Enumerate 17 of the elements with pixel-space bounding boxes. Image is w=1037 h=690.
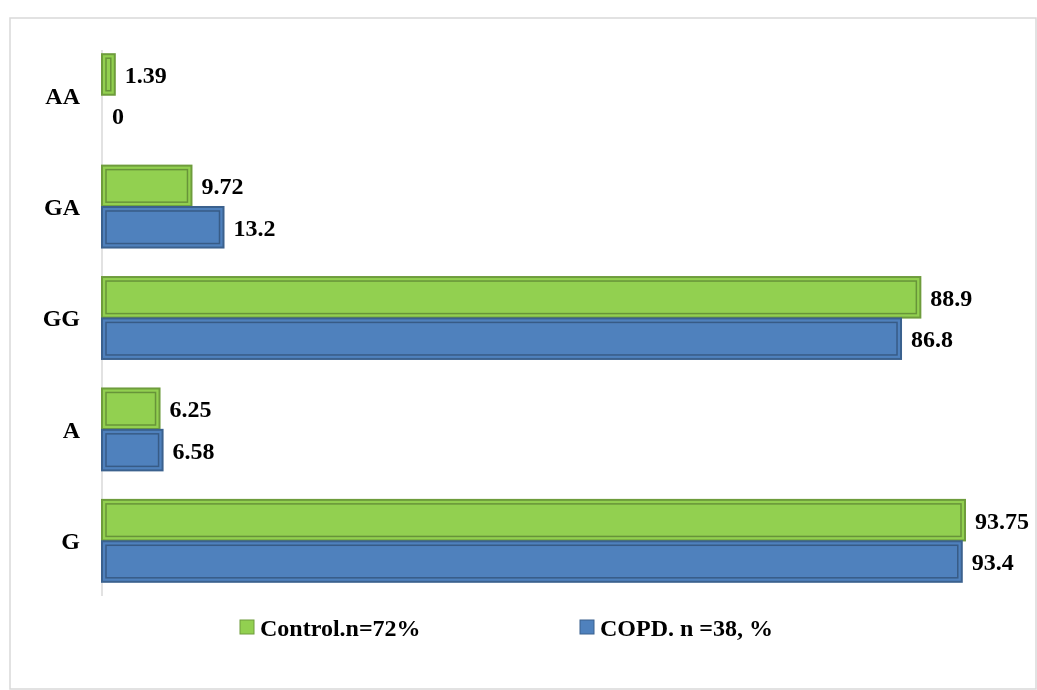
data-label: 6.25 [169,396,212,423]
data-label: 13.2 [233,214,276,241]
data-label: 88.9 [930,284,973,311]
legend-label: Control.n=72% [260,615,421,642]
data-label: 93.4 [971,548,1014,575]
data-label: 9.72 [201,173,244,200]
legend-label: COPD. n =38, % [600,615,774,642]
y-tick-label: A [62,416,81,443]
y-tick-label: GG [42,305,81,332]
data-label: 86.8 [911,326,954,353]
y-tick-label: G [61,528,81,555]
data-label: 0 [112,103,124,130]
data-label: 6.58 [172,437,215,464]
y-tick-label: AA [45,82,81,109]
data-label: 93.75 [975,507,1029,534]
data-label: 1.39 [124,61,167,88]
y-tick-label: GA [44,193,81,220]
